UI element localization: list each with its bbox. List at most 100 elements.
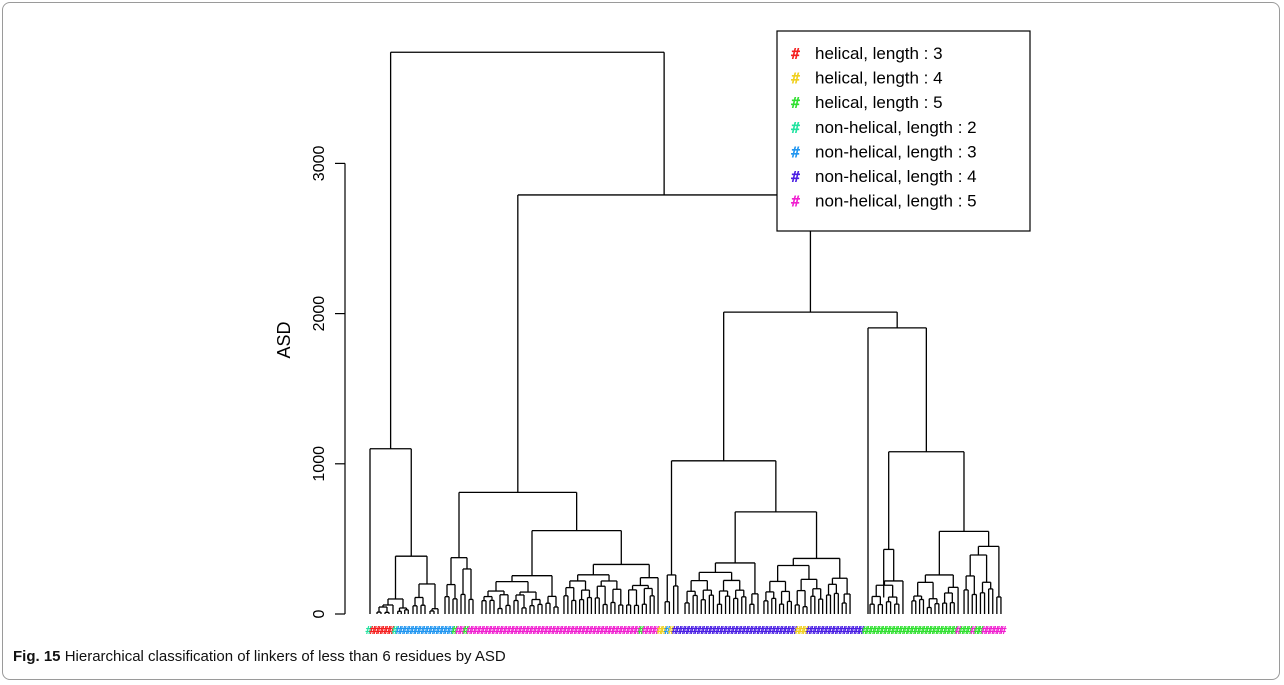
leaf-mark: #: [399, 624, 406, 637]
leaf-mark: #: [720, 624, 727, 637]
leaf-mark: #: [716, 624, 723, 637]
leaf-mark: #: [1000, 624, 1007, 637]
leaf-mark: #: [828, 624, 835, 637]
leaf-mark: #: [477, 624, 484, 637]
y-tick-label: 2000: [311, 296, 328, 332]
leaf-mark: #: [627, 624, 634, 637]
leaf-mark: #: [522, 624, 529, 637]
leaf-mark: #: [880, 624, 887, 637]
leaf-mark: #: [377, 624, 384, 637]
leaf-mark: #: [563, 624, 570, 637]
leaf-mark: #: [489, 624, 496, 637]
leaf-mark: #: [813, 624, 820, 637]
leaf-mark: #: [739, 624, 746, 637]
leaf-mark: #: [757, 624, 764, 637]
leaf-mark: #: [970, 624, 977, 637]
leaf-mark: #: [914, 624, 921, 637]
leaf-mark: #: [910, 624, 917, 637]
leaf-mark: #: [582, 624, 589, 637]
leaf-mark: #: [642, 624, 649, 637]
y-axis: 0 1000 2000 3000 ASD: [274, 146, 346, 618]
leaf-mark: #: [929, 624, 936, 637]
leaf-mark: #: [440, 624, 447, 637]
leaf-mark: #: [653, 624, 660, 637]
leaf-mark: #: [645, 624, 652, 637]
leaf-mark: #: [369, 624, 376, 637]
leaf-mark: #: [996, 624, 1003, 637]
leaf-mark: #: [380, 624, 387, 637]
leaf-mark: #: [731, 624, 738, 637]
leaf-mark: #: [541, 624, 548, 637]
leaf-mark: #: [869, 624, 876, 637]
leaf-mark: #: [843, 624, 850, 637]
leaf-mark: #: [936, 624, 943, 637]
leaf-mark: #: [694, 624, 701, 637]
leaf-mark: #: [944, 624, 951, 637]
y-tick-label: 3000: [311, 146, 328, 182]
leaf-mark: #: [795, 624, 802, 637]
leaf-mark: #: [806, 624, 813, 637]
leaf-mark: #: [511, 624, 518, 637]
leaf-mark: #: [630, 624, 637, 637]
leaf-mark: #: [589, 624, 596, 637]
leaf-mark: #: [992, 624, 999, 637]
leaf-mark: #: [436, 624, 443, 637]
leaf-mark: #: [821, 624, 828, 637]
leaf-mark: #: [533, 624, 540, 637]
leaf-mark: #: [918, 624, 925, 637]
y-tick-label: 1000: [311, 446, 328, 482]
leaf-mark: #: [373, 624, 380, 637]
leaf-mark: #: [675, 624, 682, 637]
leaf-mark: #: [787, 624, 794, 637]
leaf-mark: #: [750, 624, 757, 637]
leaf-mark: #: [727, 624, 734, 637]
leaf-mark: #: [966, 624, 973, 637]
leaf-mark: #: [921, 624, 928, 637]
leaf-mark: #: [884, 624, 891, 637]
leaf-mark: #: [448, 624, 455, 637]
leaf-mark: #: [854, 624, 861, 637]
leaf-mark: #: [463, 624, 470, 637]
leaf-mark: #: [959, 624, 966, 637]
legend-entry-label: non-helical, length : 5: [815, 192, 977, 211]
leaf-mark: #: [657, 624, 664, 637]
leaf-mark: #: [940, 624, 947, 637]
leaf-mark: #: [593, 624, 600, 637]
legend-entry-label: helical, length : 3: [815, 44, 943, 63]
leaf-mark: #: [392, 624, 399, 637]
leaf-mark: #: [451, 624, 458, 637]
leaf-mark: #: [671, 624, 678, 637]
leaf-mark: #: [839, 624, 846, 637]
leaf-mark: #: [567, 624, 574, 637]
legend-swatch-icon: #: [791, 193, 800, 211]
leaf-mark: #: [724, 624, 731, 637]
leaf-mark: #: [698, 624, 705, 637]
legend-swatch-icon: #: [791, 119, 800, 137]
leaf-mark: #: [548, 624, 555, 637]
leaf-mark: #: [791, 624, 798, 637]
leaf-mark: #: [963, 624, 970, 637]
leaf-mark: #: [701, 624, 708, 637]
legend-entry-label: non-helical, length : 3: [815, 142, 977, 161]
leaf-mark: #: [951, 624, 958, 637]
leaf-mark: #: [851, 624, 858, 637]
legend-entry-label: non-helical, length : 2: [815, 118, 977, 137]
leaf-mark: #: [537, 624, 544, 637]
leaf-mark: #: [422, 624, 429, 637]
leaf-mark: #: [526, 624, 533, 637]
leaf-mark: #: [560, 624, 567, 637]
leaf-mark: #: [836, 624, 843, 637]
y-tick-label: 0: [311, 609, 328, 618]
legend-swatch-icon: #: [791, 94, 800, 112]
leaf-mark: #: [619, 624, 626, 637]
leaf-mark: #: [690, 624, 697, 637]
leaf-mark: #: [705, 624, 712, 637]
leaf-mark: #: [459, 624, 466, 637]
leaf-mark: #: [515, 624, 522, 637]
leaf-mark: #: [623, 624, 630, 637]
leaf-mark: #: [444, 624, 451, 637]
leaf-mark: #: [608, 624, 615, 637]
legend-swatch-icon: #: [791, 143, 800, 161]
